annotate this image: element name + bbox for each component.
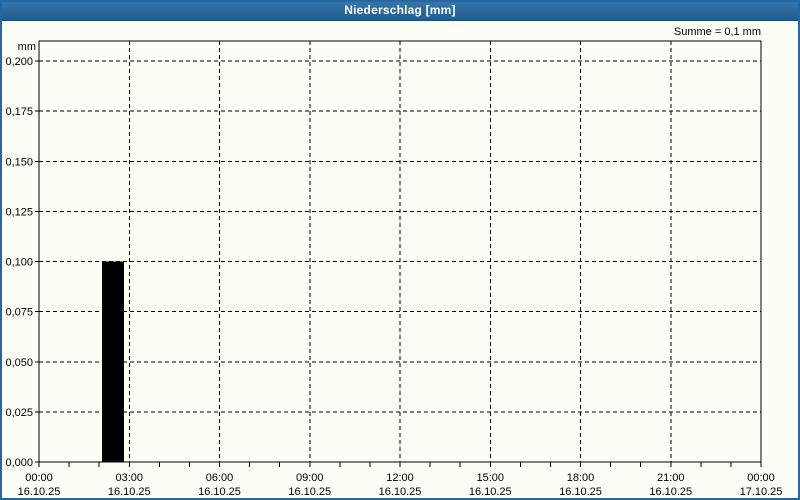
y-tick-label: 0,000 xyxy=(5,457,33,469)
x-tick-time-label: 00:00 xyxy=(25,472,53,484)
chart-title: Niederschlag [mm] xyxy=(344,3,456,17)
x-tick-time-label: 09:00 xyxy=(296,472,324,484)
y-axis-unit-label: mm xyxy=(18,41,36,53)
x-tick-date-label: 16.10.25 xyxy=(108,486,151,498)
y-tick-label: 0,125 xyxy=(5,206,33,218)
x-tick-time-label: 18:00 xyxy=(567,472,595,484)
sum-annotation: Summe = 0,1 mm xyxy=(674,26,761,38)
x-tick-time-label: 21:00 xyxy=(657,472,685,484)
x-tick-date-label: 17.10.25 xyxy=(740,486,783,498)
x-tick-date-label: 16.10.25 xyxy=(198,486,241,498)
y-tick-label: 0,200 xyxy=(5,56,33,68)
x-tick-time-label: 03:00 xyxy=(115,472,143,484)
y-tick-label: 0,050 xyxy=(5,357,33,369)
x-tick-date-label: 16.10.25 xyxy=(379,486,422,498)
x-tick-date-label: 16.10.25 xyxy=(18,486,61,498)
y-tick-label: 0,100 xyxy=(5,257,33,269)
y-tick-label: 0,175 xyxy=(5,106,33,118)
x-tick-time-label: 15:00 xyxy=(476,472,504,484)
x-tick-date-label: 16.10.25 xyxy=(649,486,692,498)
plot-border xyxy=(38,40,762,463)
plot-area: 0,000 0,025 0,050 0,075 0,100 0,125 0,150 0,175… xyxy=(5,40,783,498)
y-tick-label: 0,025 xyxy=(5,407,33,419)
precipitation-bar xyxy=(102,261,125,462)
x-tick-date-label: 16.10.25 xyxy=(559,486,602,498)
x-tick-time-label: 06:00 xyxy=(206,472,234,484)
x-tick-time-label: 12:00 xyxy=(386,472,414,484)
y-tick-label: 0,150 xyxy=(5,156,33,168)
y-tick-label: 0,075 xyxy=(5,307,33,319)
x-tick-date-label: 16.10.25 xyxy=(288,486,331,498)
x-tick-time-label: 00:00 xyxy=(747,472,775,484)
chart-title-bar: Niederschlag [mm] xyxy=(0,0,800,21)
x-tick-date-label: 16.10.25 xyxy=(469,486,512,498)
